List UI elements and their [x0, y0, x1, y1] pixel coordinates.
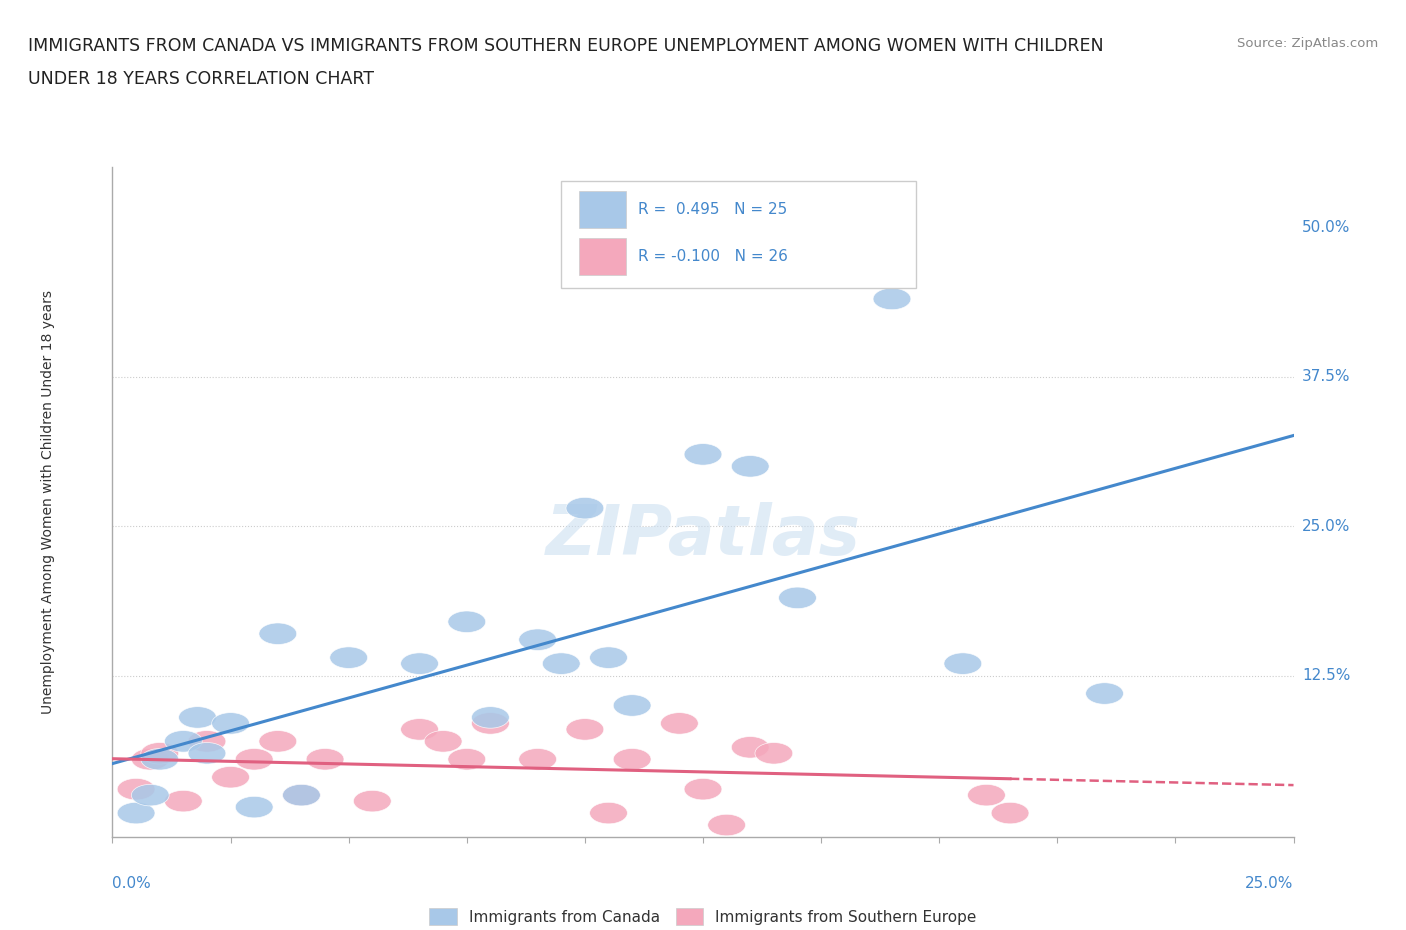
Ellipse shape: [141, 749, 179, 770]
Text: Unemployment Among Women with Children Under 18 years: Unemployment Among Women with Children U…: [41, 290, 55, 714]
Ellipse shape: [117, 803, 155, 824]
Ellipse shape: [235, 749, 273, 770]
Ellipse shape: [131, 784, 169, 806]
Ellipse shape: [471, 712, 509, 734]
Ellipse shape: [685, 444, 721, 465]
Ellipse shape: [589, 647, 627, 669]
Ellipse shape: [589, 803, 627, 824]
Text: Source: ZipAtlas.com: Source: ZipAtlas.com: [1237, 37, 1378, 50]
Ellipse shape: [401, 653, 439, 674]
Text: UNDER 18 YEARS CORRELATION CHART: UNDER 18 YEARS CORRELATION CHART: [28, 70, 374, 87]
Ellipse shape: [283, 784, 321, 806]
FancyBboxPatch shape: [579, 191, 626, 228]
Ellipse shape: [283, 784, 321, 806]
Text: 12.5%: 12.5%: [1302, 668, 1350, 683]
Ellipse shape: [259, 731, 297, 752]
FancyBboxPatch shape: [579, 238, 626, 274]
Ellipse shape: [991, 803, 1029, 824]
Ellipse shape: [1085, 683, 1123, 704]
FancyBboxPatch shape: [561, 180, 915, 288]
Ellipse shape: [661, 712, 699, 734]
Ellipse shape: [943, 653, 981, 674]
Ellipse shape: [179, 707, 217, 728]
Text: 37.5%: 37.5%: [1302, 369, 1350, 384]
Ellipse shape: [731, 456, 769, 477]
Ellipse shape: [967, 784, 1005, 806]
Ellipse shape: [567, 498, 603, 519]
Text: 0.0%: 0.0%: [112, 876, 152, 891]
Text: R = -0.100   N = 26: R = -0.100 N = 26: [638, 249, 787, 264]
Ellipse shape: [449, 611, 485, 632]
Ellipse shape: [165, 731, 202, 752]
Ellipse shape: [567, 719, 603, 740]
Ellipse shape: [259, 623, 297, 644]
Legend: Immigrants from Canada, Immigrants from Southern Europe: Immigrants from Canada, Immigrants from …: [423, 901, 983, 930]
Ellipse shape: [330, 647, 367, 669]
Ellipse shape: [755, 742, 793, 764]
Text: R =  0.495   N = 25: R = 0.495 N = 25: [638, 202, 787, 217]
Ellipse shape: [685, 778, 721, 800]
Ellipse shape: [212, 712, 249, 734]
Text: ZIPatlas: ZIPatlas: [546, 502, 860, 569]
Ellipse shape: [141, 742, 179, 764]
Ellipse shape: [165, 790, 202, 812]
Ellipse shape: [519, 749, 557, 770]
Text: 25.0%: 25.0%: [1246, 876, 1294, 891]
Ellipse shape: [543, 653, 581, 674]
Ellipse shape: [449, 749, 485, 770]
Ellipse shape: [235, 796, 273, 817]
Ellipse shape: [425, 731, 463, 752]
Ellipse shape: [117, 778, 155, 800]
Ellipse shape: [613, 695, 651, 716]
Ellipse shape: [613, 749, 651, 770]
Ellipse shape: [212, 766, 249, 788]
Ellipse shape: [401, 719, 439, 740]
Ellipse shape: [188, 731, 226, 752]
Text: IMMIGRANTS FROM CANADA VS IMMIGRANTS FROM SOUTHERN EUROPE UNEMPLOYMENT AMONG WOM: IMMIGRANTS FROM CANADA VS IMMIGRANTS FRO…: [28, 37, 1104, 55]
Ellipse shape: [188, 742, 226, 764]
Ellipse shape: [779, 587, 817, 608]
Ellipse shape: [471, 707, 509, 728]
Ellipse shape: [707, 815, 745, 836]
Text: 25.0%: 25.0%: [1302, 519, 1350, 534]
Ellipse shape: [353, 790, 391, 812]
Ellipse shape: [307, 749, 344, 770]
Text: 50.0%: 50.0%: [1302, 219, 1350, 234]
Ellipse shape: [131, 749, 169, 770]
Ellipse shape: [731, 737, 769, 758]
Ellipse shape: [519, 629, 557, 650]
Ellipse shape: [873, 288, 911, 310]
